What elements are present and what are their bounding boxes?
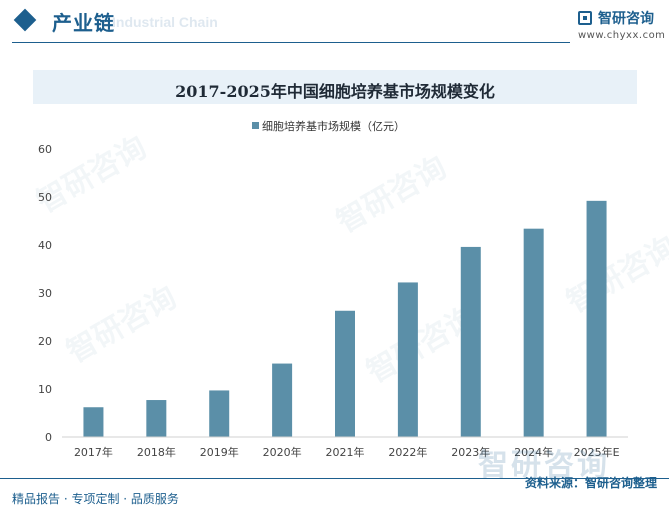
- source-note: 资料来源：智研咨询整理: [524, 476, 657, 490]
- bar: [586, 200, 607, 437]
- x-tick-label: 2019年: [200, 445, 239, 459]
- diamond-icon: [13, 8, 37, 32]
- chart-title: 2017-2025年中国细胞培养基市场规模变化: [175, 82, 495, 101]
- brand-logo: 智研咨询 www.chyxx.com: [578, 8, 666, 44]
- y-tick-label: 30: [38, 287, 52, 300]
- bar-chart: 0 10 20 30 40 50 60 2017年 2018年 2019年 2020年 2021年 2…: [38, 143, 628, 459]
- x-tick-label: 2023年: [451, 445, 490, 459]
- y-tick-label: 20: [38, 335, 52, 348]
- y-tick-label: 60: [38, 143, 52, 156]
- bar: [397, 282, 418, 437]
- brand-watermark: 智研咨询: [478, 448, 610, 483]
- logo-icon: [578, 11, 592, 25]
- x-tick-label: 2022年: [388, 445, 427, 459]
- header-divider: [12, 42, 570, 43]
- bar: [460, 246, 481, 437]
- legend-swatch: [252, 122, 259, 129]
- y-tick-label: 40: [38, 239, 52, 252]
- footer-tagline: 精品报告 · 专项定制 · 品质服务: [12, 492, 179, 506]
- y-tick-label: 0: [45, 431, 52, 444]
- bar: [523, 228, 544, 437]
- x-tick-label: 2017年: [74, 445, 113, 459]
- legend-label: 细胞培养基市场规模（亿元）: [262, 120, 405, 133]
- x-tick-label: 2024年: [514, 445, 553, 459]
- footer-divider: [0, 478, 669, 479]
- y-tick-label: 10: [38, 383, 52, 396]
- x-tick-label: 2025年E: [574, 445, 620, 459]
- x-tick-label: 2020年: [263, 445, 302, 459]
- logo-name: 智研咨询: [598, 11, 654, 27]
- chart-title-band: 2017-2025年中国细胞培养基市场规模变化: [33, 70, 637, 104]
- header: 产业链 Industrial Chain 智研咨询 www.chyxx.com: [0, 0, 669, 46]
- bar: [272, 363, 293, 437]
- logo-url: www.chyxx.com: [578, 30, 666, 41]
- x-tick-label: 2021年: [326, 445, 365, 459]
- bar: [83, 407, 104, 437]
- section-subtitle: Industrial Chain: [112, 14, 218, 30]
- bar: [335, 310, 355, 437]
- y-tick-label: 50: [38, 191, 52, 204]
- section-title: 产业链: [52, 11, 115, 35]
- x-tick-label: 2018年: [137, 445, 176, 459]
- legend: 细胞培养基市场规模（亿元）: [252, 118, 405, 134]
- bar: [146, 400, 167, 437]
- bar: [209, 390, 230, 437]
